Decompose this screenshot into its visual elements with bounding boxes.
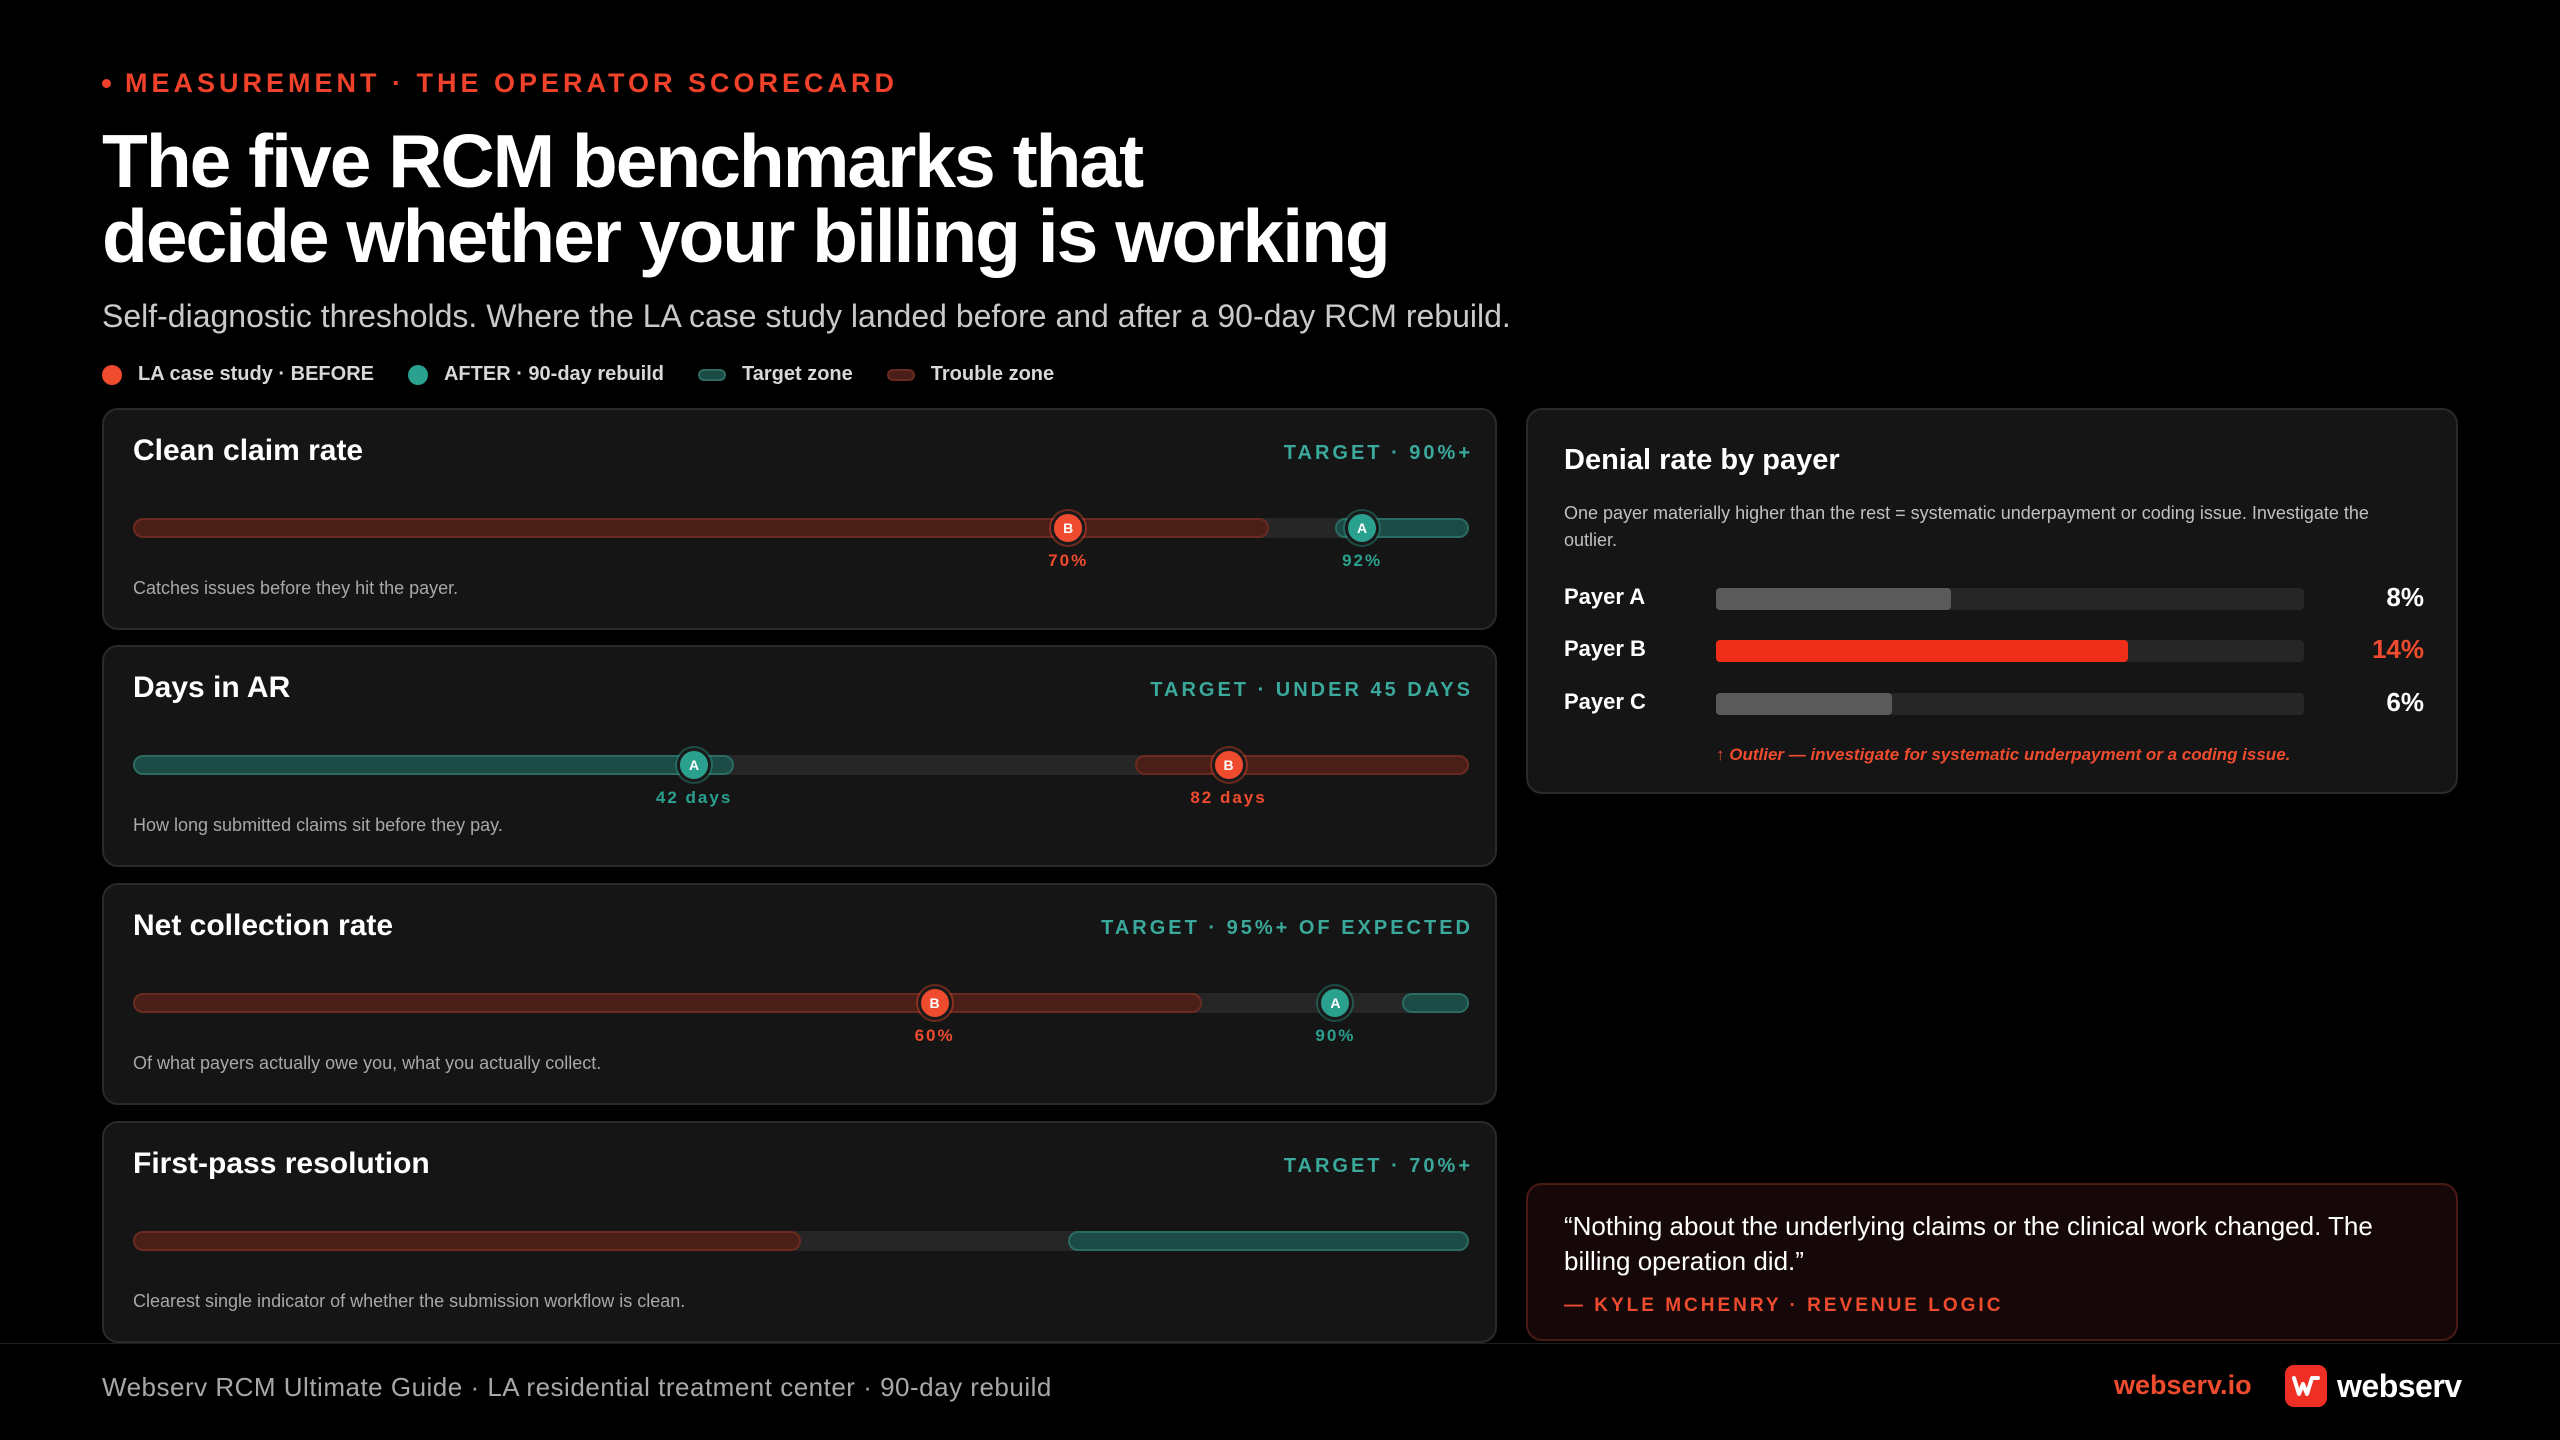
after-marker: A xyxy=(677,748,712,782)
benchmark-title: Net collection rate xyxy=(133,909,394,942)
eyebrow-text: MEASUREMENT · THE OPERATOR SCORECARD xyxy=(125,68,899,98)
page-title-line-2: decide whether your billing is working xyxy=(102,194,1391,278)
payer-bar-track xyxy=(1716,588,2304,610)
legend-label: LA case study · BEFORE xyxy=(138,363,374,385)
after-value: 92% xyxy=(1342,551,1383,570)
benchmark-note: Clearest single indicator of whether the… xyxy=(133,1291,686,1311)
benchmark-title: Clean claim rate xyxy=(133,434,364,467)
payer-bar xyxy=(1716,588,1952,610)
benchmark-target: TARGET · 95%+ OF EXPECTED xyxy=(1101,917,1473,939)
quote-card: “Nothing about the underlying claims or … xyxy=(1526,1183,2458,1341)
panel-title: Denial rate by payer xyxy=(1564,444,1840,476)
benchmark-title: Days in AR xyxy=(133,671,291,704)
payer-bar xyxy=(1716,693,1893,715)
trouble-zone xyxy=(133,993,1202,1013)
payer-bar xyxy=(1716,640,2128,662)
before-marker: B xyxy=(1211,748,1246,782)
before-dot-icon xyxy=(102,364,122,385)
target-zone-swatch-icon xyxy=(698,368,727,381)
benchmark-target: TARGET · 70%+ xyxy=(1283,1155,1473,1177)
legend-label: AFTER · 90-day rebuild xyxy=(443,363,665,385)
panel-description: One payer materially higher than the res… xyxy=(1564,503,2369,550)
payer-name: Payer A xyxy=(1564,584,1646,609)
payer-row: Payer C 6% xyxy=(1564,683,2424,723)
after-marker: A xyxy=(1318,986,1353,1020)
legend-item-trouble-zone: Trouble zone xyxy=(886,363,1055,386)
legend: LA case study · BEFORE AFTER · 90-day re… xyxy=(102,363,1088,386)
after-marker: A xyxy=(1345,511,1380,545)
payer-bar-track xyxy=(1716,693,2304,715)
page-title: The five RCM benchmarks that decide whet… xyxy=(102,124,1402,274)
payer-row: Payer A 8% xyxy=(1564,578,2424,618)
eyebrow: MEASUREMENT · THE OPERATOR SCORECARD xyxy=(102,68,898,99)
benchmark-card: Net collection rate TARGET · 95%+ OF EXPE… xyxy=(102,883,1497,1105)
quote-author: — KYLE MCHENRY · REVENUE LOGIC xyxy=(1564,1295,2004,1316)
footer-link[interactable]: webserv.io xyxy=(2114,1370,2252,1400)
payer-value: 6% xyxy=(2386,687,2424,717)
payer-name: Payer B xyxy=(1564,636,1646,661)
footer-divider xyxy=(0,1343,2560,1344)
brand-name: webserv xyxy=(2337,1367,2462,1404)
trouble-zone-swatch-icon xyxy=(886,368,915,381)
benchmark-title: First-pass resolution xyxy=(133,1147,430,1180)
legend-label: Trouble zone xyxy=(930,363,1055,385)
denial-rate-panel: Denial rate by payer One payer materiall… xyxy=(1526,408,2458,794)
payer-bar-track xyxy=(1716,640,2304,662)
target-zone xyxy=(1068,1231,1469,1251)
benchmark-note: Of what payers actually owe you, what yo… xyxy=(133,1053,602,1073)
legend-item-after: AFTER · 90-day rebuild xyxy=(407,363,665,386)
trouble-zone xyxy=(1135,755,1469,775)
benchmark-target: TARGET · 90%+ xyxy=(1283,442,1473,464)
before-value: 60% xyxy=(914,1026,955,1045)
after-value: 90% xyxy=(1315,1026,1356,1045)
benchmark-track xyxy=(133,1231,1469,1251)
quote-text: “Nothing about the underlying claims or … xyxy=(1564,1211,2373,1276)
target-zone xyxy=(133,755,735,775)
before-marker: B xyxy=(1051,511,1086,545)
trouble-zone xyxy=(133,1231,801,1251)
benchmark-card: Clean claim rate TARGET · 90%+ B A 70% 92% Cat… xyxy=(102,408,1497,630)
legend-label: Target zone xyxy=(742,363,853,385)
legend-item-before: LA case study · BEFORE xyxy=(102,363,374,386)
before-value: 70% xyxy=(1048,551,1089,570)
webserv-logo-icon xyxy=(2285,1365,2327,1407)
page-title-line-1: The five RCM benchmarks that xyxy=(102,119,1144,203)
after-dot-icon xyxy=(407,364,428,385)
before-marker: B xyxy=(917,986,952,1020)
payer-name: Payer C xyxy=(1564,689,1646,714)
subtitle: Self-diagnostic thresholds. Where the LA… xyxy=(102,298,1511,334)
payer-value: 14% xyxy=(2371,634,2424,664)
benchmark-note: How long submitted claims sit before the… xyxy=(133,815,503,835)
outlier-note: ↑ Outlier — investigate for systematic u… xyxy=(1716,745,2291,764)
benchmark-card: First-pass resolution TARGET · 70%+ Cleare… xyxy=(102,1121,1497,1343)
target-zone xyxy=(1402,993,1469,1013)
payer-row: Payer B 14% xyxy=(1564,630,2424,670)
benchmark-note: Catches issues before they hit the payer… xyxy=(133,578,459,598)
before-value: 82 days xyxy=(1190,788,1267,807)
benchmark-target: TARGET · UNDER 45 DAYS xyxy=(1150,679,1473,701)
after-value: 42 days xyxy=(655,788,733,807)
benchmark-card: Days in AR TARGET · UNDER 45 DAYS B A 82 day… xyxy=(102,645,1497,867)
footer-caption: Webserv RCM Ultimate Guide · LA resident… xyxy=(102,1372,1052,1402)
payer-value: 8% xyxy=(2386,582,2424,612)
brand-logo: webserv xyxy=(2285,1365,2462,1407)
eyebrow-dot xyxy=(102,79,111,88)
legend-item-target-zone: Target zone xyxy=(698,363,853,386)
trouble-zone xyxy=(133,518,1269,538)
